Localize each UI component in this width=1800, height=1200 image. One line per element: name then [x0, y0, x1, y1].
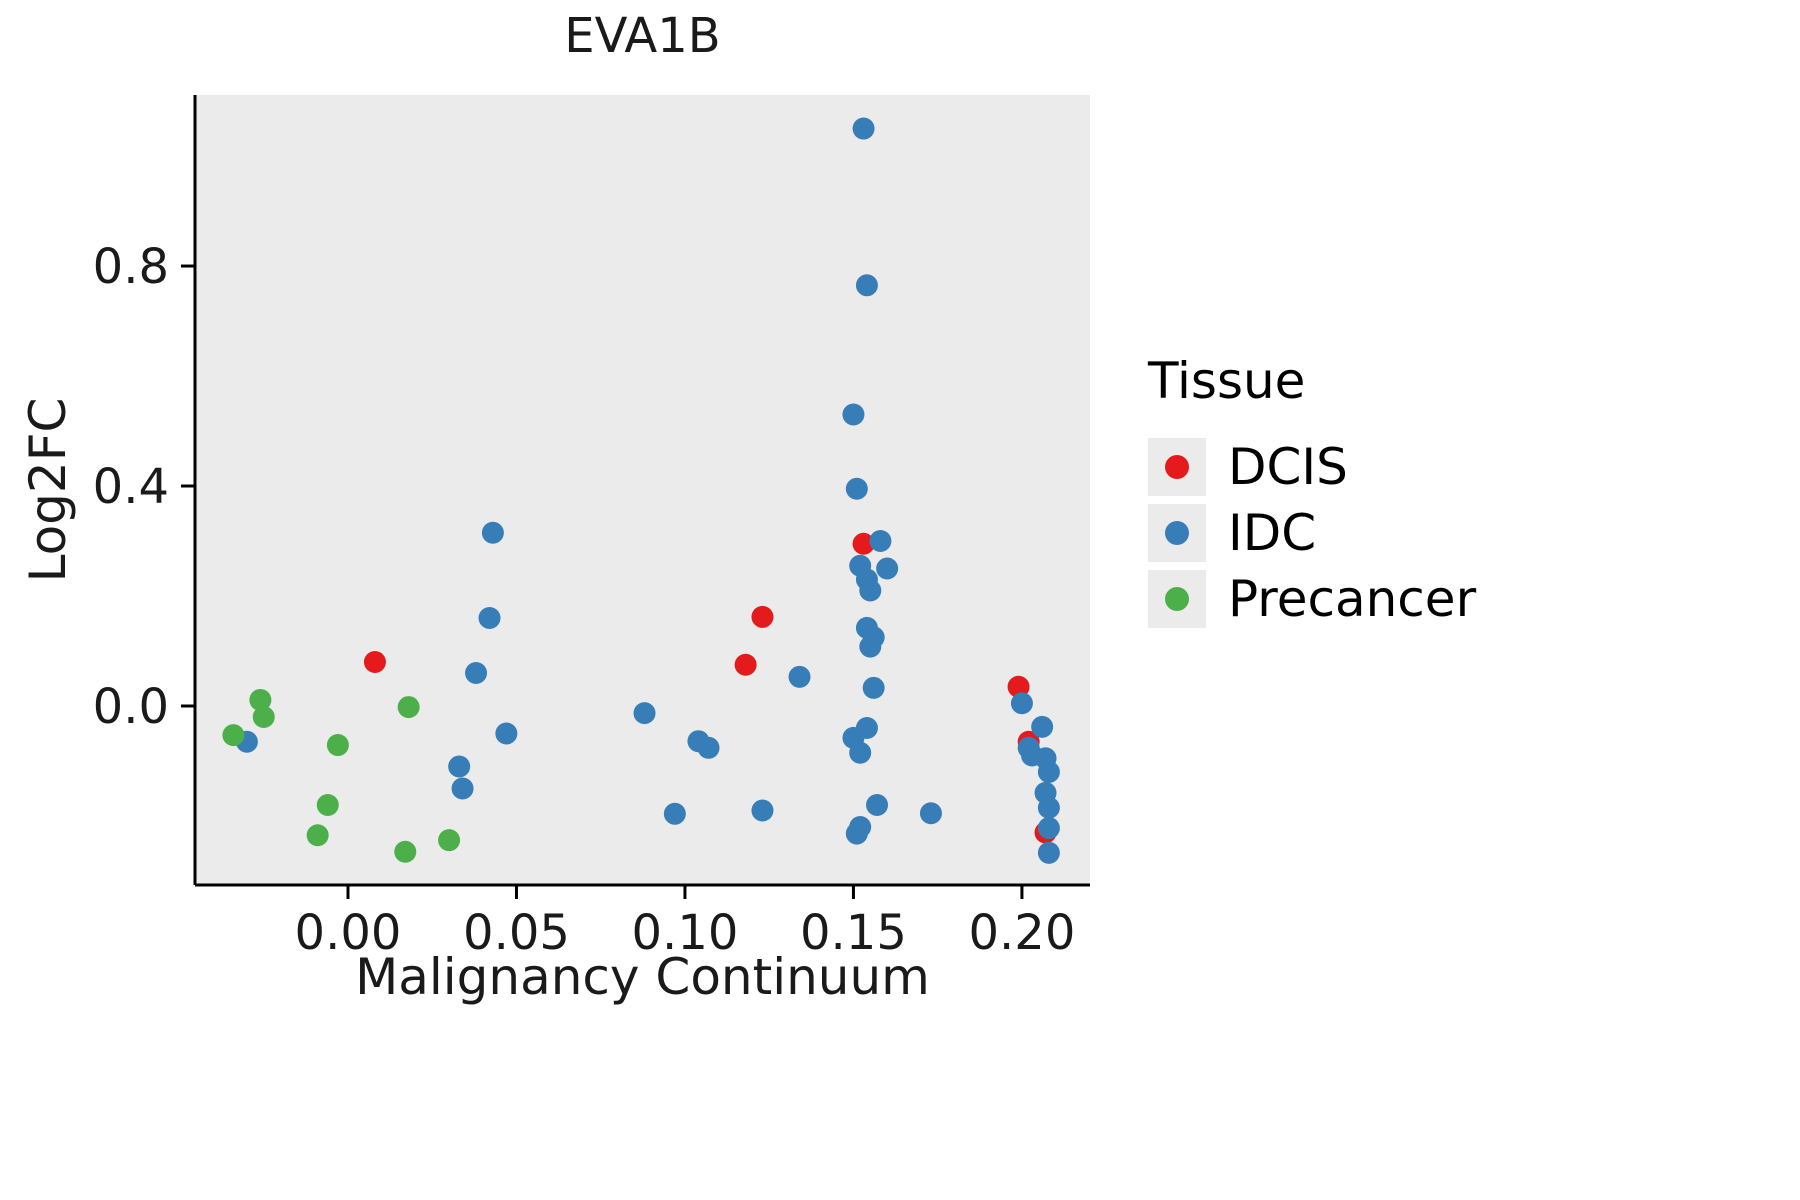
legend-item-label: DCIS — [1228, 438, 1348, 496]
data-point-idc — [788, 665, 811, 688]
data-point-idc — [448, 755, 471, 778]
data-point-idc — [478, 607, 501, 630]
data-point-precancer — [249, 688, 272, 711]
dcis-dot-icon — [1165, 455, 1189, 479]
x-axis-label: Malignancy Continuum — [355, 948, 930, 1006]
data-point-idc — [1010, 692, 1033, 715]
data-point-precancer — [394, 840, 417, 863]
idc-dot-icon — [1165, 521, 1189, 545]
data-point-idc — [1037, 796, 1060, 819]
y-axis-label: Log2FC — [19, 397, 77, 583]
legend-item-label: Precancer — [1228, 570, 1477, 628]
data-point-idc — [855, 274, 878, 297]
data-point-idc — [869, 530, 892, 553]
data-point-dcis — [751, 605, 774, 628]
data-point-idc — [852, 117, 875, 140]
x-tick-label: 0.05 — [463, 905, 570, 961]
data-point-idc — [465, 661, 488, 684]
data-point-dcis — [852, 532, 875, 555]
data-point-idc — [845, 822, 868, 845]
x-tick-label: 0.15 — [800, 905, 907, 961]
plot-panel — [195, 95, 1090, 885]
x-tick-label: 0.20 — [968, 905, 1075, 961]
data-point-idc — [1037, 760, 1060, 783]
data-point-idc — [481, 521, 504, 544]
legend-title: Tissue — [1148, 352, 1306, 410]
data-point-dcis — [1007, 675, 1030, 698]
data-point-precancer — [316, 793, 339, 816]
data-point-precancer — [397, 696, 420, 719]
x-tick-label: 0.10 — [632, 905, 739, 961]
legend-key — [1148, 570, 1206, 628]
data-point-dcis — [363, 650, 386, 673]
data-point-idc — [866, 793, 889, 816]
data-point-idc — [842, 403, 865, 426]
legend-key — [1148, 504, 1206, 562]
legend-item: IDC — [1148, 504, 1476, 562]
data-point-dcis — [734, 653, 757, 676]
y-tick-label: 0.8 — [93, 239, 169, 295]
data-point-idc — [859, 635, 882, 658]
data-point-idc — [633, 702, 656, 725]
data-point-idc — [849, 741, 872, 764]
data-point-idc — [663, 802, 686, 825]
legend-key — [1148, 438, 1206, 496]
data-point-precancer — [222, 724, 245, 747]
data-point-idc — [697, 736, 720, 759]
data-point-idc — [1037, 841, 1060, 864]
y-tick-label: 0.0 — [93, 679, 169, 735]
data-point-idc — [451, 777, 474, 800]
data-point-precancer — [438, 829, 461, 852]
legend-item: Precancer — [1148, 570, 1476, 628]
legend-item: DCIS — [1148, 438, 1476, 496]
precancer-dot-icon — [1165, 587, 1189, 611]
legend: Tissue DCIS IDC Precancer — [1148, 352, 1476, 636]
data-point-idc — [751, 799, 774, 822]
data-point-idc — [876, 557, 899, 580]
data-point-idc — [1037, 817, 1060, 840]
chart-title: EVA1B — [564, 8, 721, 64]
data-point-idc — [495, 722, 518, 745]
data-point-idc — [845, 477, 868, 500]
data-point-idc — [919, 802, 942, 825]
data-point-precancer — [326, 734, 349, 757]
data-point-precancer — [306, 824, 329, 847]
data-point-idc — [855, 716, 878, 739]
data-point-precancer — [252, 705, 275, 728]
x-tick-label: 0.00 — [295, 905, 402, 961]
data-point-idc — [859, 579, 882, 602]
legend-item-label: IDC — [1228, 504, 1317, 562]
data-point-idc — [862, 676, 885, 699]
data-point-idc — [1031, 715, 1054, 738]
y-tick-label: 0.4 — [93, 459, 169, 515]
